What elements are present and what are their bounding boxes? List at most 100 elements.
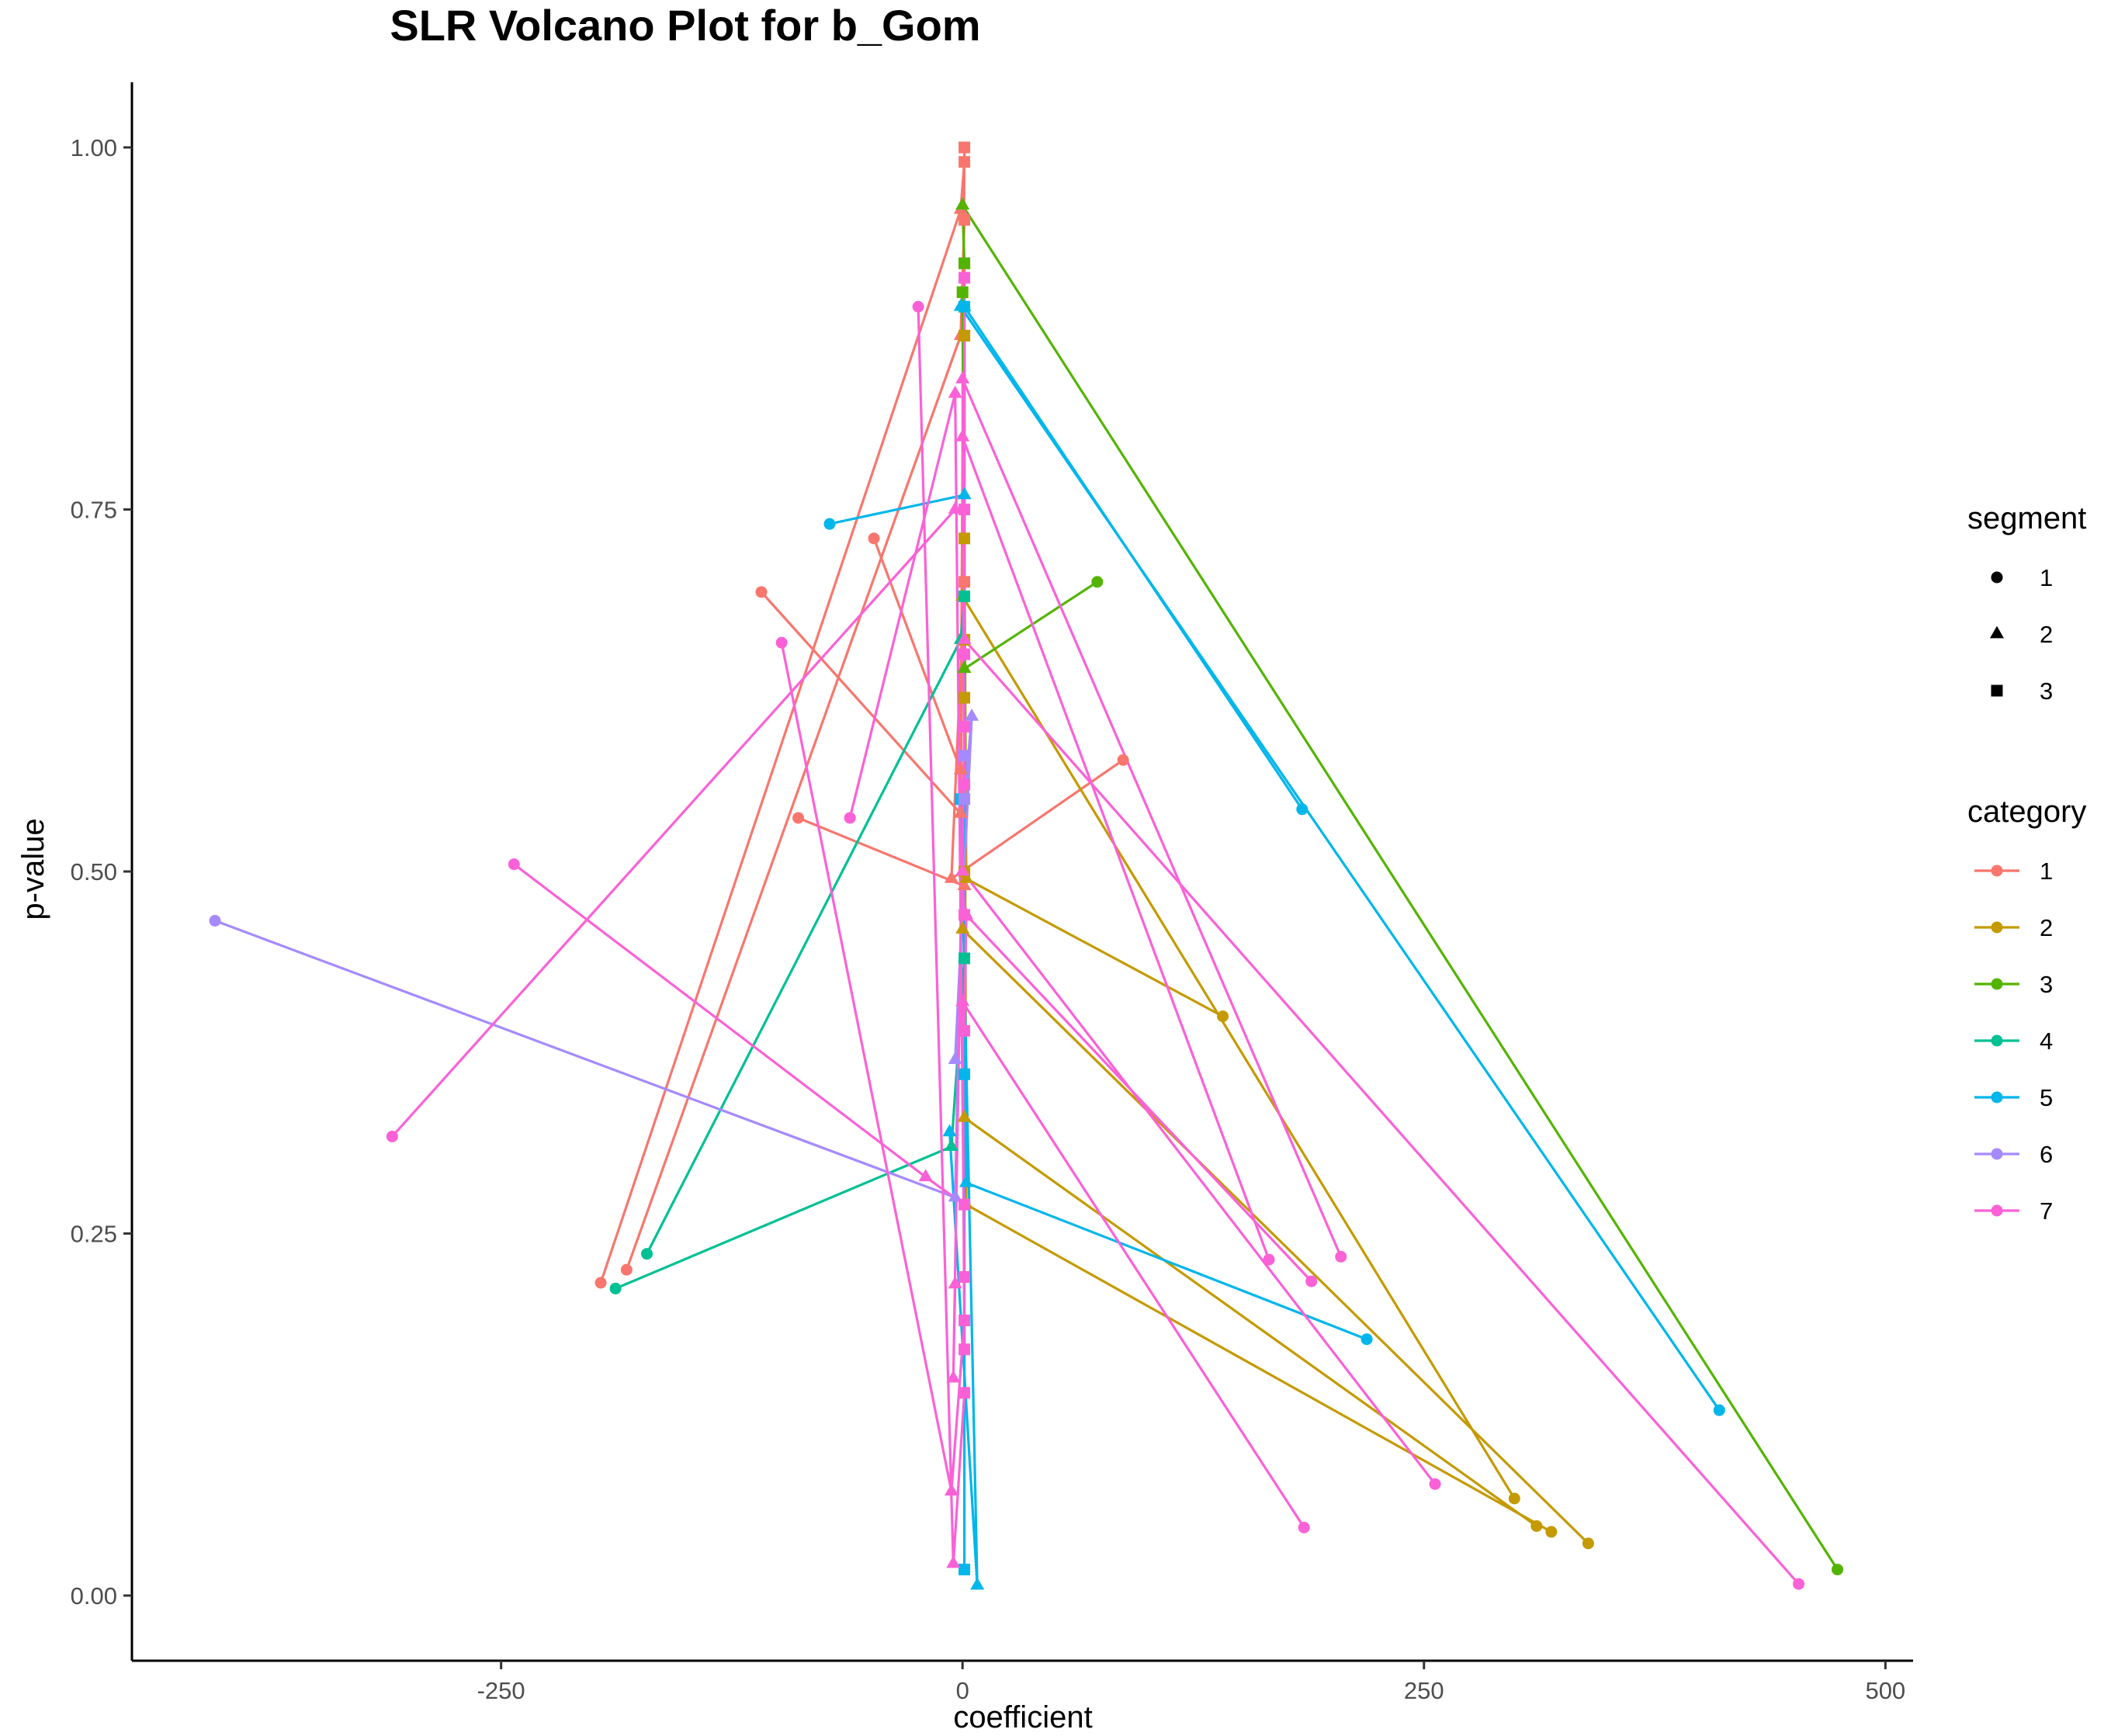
x-tick-label: -250 (477, 1677, 525, 1704)
legend-category-dot-3 (1991, 978, 2003, 990)
data-point-cat6-seg2-21-1 (965, 708, 979, 721)
data-point-cat6-seg1-20-0 (209, 914, 221, 927)
data-point-cat7-seg3-28-2 (958, 1343, 971, 1356)
legend: segment 1 2 3 category 1 2 3 4 5 6 7 (1967, 501, 2086, 1225)
y-tick-label: 0.75 (71, 496, 117, 523)
legend-category-dot-1 (1991, 865, 2003, 877)
series-line-cat2-7 (962, 698, 1537, 1527)
data-point-cat7-seg2-24-1 (944, 1483, 958, 1496)
data-point-cat7-seg3-32-2 (958, 1024, 971, 1037)
y-tick-label: 0.00 (71, 1582, 117, 1610)
data-point-cat7-seg3-22-2 (958, 503, 971, 515)
data-point-cat7-seg3-23-2 (958, 1198, 971, 1211)
data-point-cat5-seg1-18-0 (1361, 1333, 1373, 1346)
legend-segment-label-1: 1 (2040, 564, 2053, 591)
series-line-cat1-4 (950, 581, 1125, 882)
x-tick-label: 250 (1404, 1677, 1444, 1704)
data-point-cat7-seg1-29-0 (1335, 1250, 1347, 1263)
data-point-cat1-seg3-0-2 (958, 156, 971, 168)
data-point-cat7-seg1-24-0 (775, 636, 788, 649)
data-point-cat2-seg1-10-0 (1217, 1010, 1229, 1023)
data-point-cat7-seg1-28-0 (1298, 1521, 1310, 1533)
series-line-cat2-8 (962, 639, 1552, 1533)
data-point-cat7-seg2-30-1 (955, 863, 970, 876)
data-point-cat7-seg3-29-2 (958, 648, 971, 660)
series-line-cat1-0 (599, 161, 966, 1284)
data-point-cat4-seg1-13-0 (641, 1248, 653, 1260)
data-point-cat5-seg2-19-0 (942, 1124, 957, 1137)
legend-category-dot-6 (1991, 1148, 2003, 1160)
data-point-cat7-seg2-33-1 (946, 1370, 961, 1383)
data-point-cat1-seg1-1-0 (620, 1263, 633, 1276)
data-point-cat7-seg3-25-2 (958, 1270, 971, 1283)
legend-category-items: 1 2 3 4 5 6 7 (1974, 858, 2053, 1225)
y-tick-label: 0.50 (71, 858, 117, 885)
data-point-cat7-seg3-24-2 (958, 1314, 971, 1326)
y-tick-label: 0.25 (71, 1221, 117, 1248)
data-point-cat7-seg2-27-1 (955, 428, 970, 442)
data-point-cat3-seg1-11-0 (1831, 1563, 1843, 1575)
legend-category-dot-5 (1991, 1091, 2003, 1104)
data-point-cat5-seg2-18-1 (958, 1174, 973, 1187)
data-point-cat7-seg2-25-1 (948, 385, 962, 398)
data-point-cat5-seg3-17-2 (958, 300, 971, 313)
chart-title: SLR Volcano Plot for b_Gom (390, 1, 980, 50)
data-point-cat1-seg3-1-2 (958, 213, 971, 226)
data-point-cat3-seg3-11-2 (958, 257, 971, 269)
data-point-cat6-seg3-20-2 (958, 750, 971, 762)
data-point-cat1-seg3-5-2 (958, 141, 971, 154)
data-point-cat3-seg2-11-1 (955, 197, 970, 210)
series-line-cat7-28 (961, 997, 1305, 1529)
data-point-cat5-seg2-19-1 (970, 1577, 985, 1590)
series-line-cat7-25 (848, 393, 966, 1277)
data-point-cat1-seg1-2-0 (755, 586, 768, 598)
series-line-cat2-10 (962, 538, 1224, 1018)
legend-category-label-6: 6 (2040, 1141, 2053, 1168)
legend-category-dot-7 (1991, 1204, 2003, 1217)
legend-segment-key-triangle (1990, 625, 2004, 639)
series-line-cat4-14 (615, 958, 966, 1290)
legend-category-title: category (1967, 795, 2086, 829)
data-point-cat5-seg1-16-0 (1296, 803, 1309, 816)
data-point-cat7-seg1-30-0 (1429, 1478, 1441, 1490)
data-point-cat7-seg1-32-0 (1305, 1275, 1318, 1287)
data-point-cat5-seg3-18-2 (958, 1068, 971, 1080)
data-point-cat1-seg2-3-1 (957, 878, 972, 891)
x-axis-ticks: -250 0 250 500 (477, 1661, 1905, 1704)
legend-segment-items: 1 2 3 (1990, 564, 2053, 705)
legend-category-label-4: 4 (2040, 1027, 2053, 1055)
data-point-cat1-seg1-3-0 (792, 812, 805, 824)
data-point-cat3-seg1-12-0 (1091, 576, 1104, 588)
data-point-cat3-seg2-12-1 (957, 660, 972, 674)
series-line-cat1-2 (760, 263, 966, 817)
data-point-cat7-seg2-33-0 (948, 1276, 962, 1289)
data-point-cat4-seg2-14-1 (944, 1138, 958, 1151)
legend-category-dot-4 (1991, 1034, 2003, 1047)
data-point-cat7-seg3-26-2 (958, 1387, 971, 1399)
data-point-cat3-seg3-12-2 (956, 286, 969, 299)
data-point-cat5-seg1-15-0 (823, 518, 836, 530)
data-point-cat7-seg1-31-0 (1793, 1578, 1805, 1590)
data-point-cat7-seg1-25-0 (844, 812, 856, 824)
series-line-cat3-11 (961, 200, 1839, 1571)
series-line-cat1-1 (625, 220, 966, 1270)
series-line-cat7-24 (780, 642, 966, 1492)
series-line-cat5-18 (963, 1074, 1367, 1341)
data-point-cat7-seg1-27-0 (1263, 1253, 1275, 1266)
data-point-cat1-seg2-5-1 (953, 762, 968, 774)
data-point-cat2-seg3-7-2 (958, 691, 971, 704)
legend-category-label-2: 2 (2040, 914, 2053, 941)
data-point-cat2-seg1-7-0 (1530, 1519, 1543, 1532)
data-point-cat7-seg3-33-2 (958, 720, 971, 733)
data-point-cat1-seg1-4-0 (1117, 754, 1129, 766)
data-point-cat4-seg3-14-2 (958, 952, 971, 965)
data-point-cat5-seg2-15-1 (957, 487, 972, 500)
data-point-cat7-seg2-26-1 (946, 1555, 961, 1568)
data-point-cat2-seg3-6-2 (958, 330, 971, 342)
legend-segment-title: segment (1967, 501, 2086, 535)
legend-segment-key-circle (1991, 571, 2003, 584)
series-line-cat3-12 (961, 292, 1098, 671)
series-line-cat7-22 (391, 508, 965, 1138)
series-line-cat2-6 (961, 335, 1516, 1499)
data-point-cat2-seg2-10-1 (958, 870, 973, 883)
